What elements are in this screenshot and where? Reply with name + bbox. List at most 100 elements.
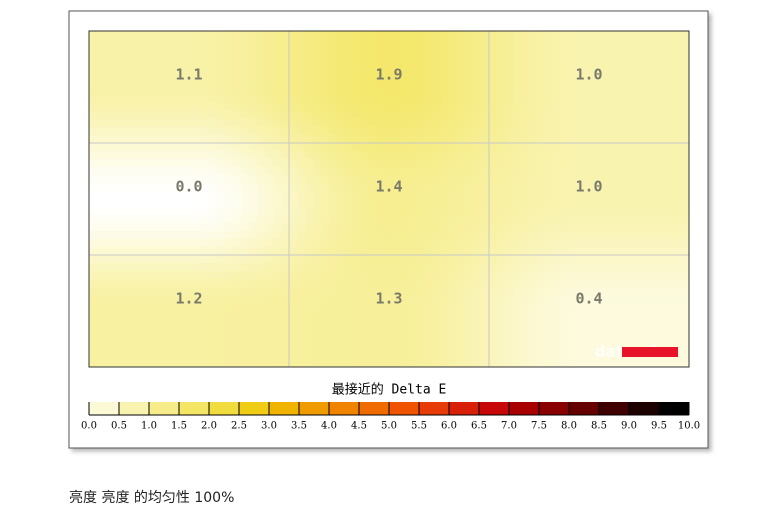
heat-pixel bbox=[393, 271, 402, 280]
heat-pixel bbox=[553, 119, 562, 128]
heat-pixel bbox=[153, 207, 162, 216]
heat-pixel bbox=[161, 79, 170, 88]
heat-pixel bbox=[417, 247, 426, 256]
heat-pixel bbox=[369, 223, 378, 232]
heat-pixel bbox=[449, 207, 458, 216]
heat-pixel bbox=[369, 175, 378, 184]
heat-pixel bbox=[649, 303, 658, 312]
heat-pixel bbox=[113, 319, 122, 328]
heat-pixel bbox=[449, 311, 458, 320]
heat-pixel bbox=[529, 71, 538, 80]
heat-pixel bbox=[561, 55, 570, 64]
heat-pixel bbox=[289, 71, 298, 80]
heat-pixel bbox=[529, 127, 538, 136]
heat-pixel bbox=[297, 31, 306, 40]
heat-pixel bbox=[369, 311, 378, 320]
heat-pixel bbox=[601, 71, 610, 80]
heat-pixel bbox=[665, 215, 674, 224]
heat-pixel bbox=[193, 95, 202, 104]
heat-pixel bbox=[161, 271, 170, 280]
heat-pixel bbox=[545, 327, 554, 336]
heat-pixel bbox=[641, 95, 650, 104]
heat-pixel bbox=[345, 239, 354, 248]
heat-pixel bbox=[641, 295, 650, 304]
heat-pixel bbox=[529, 47, 538, 56]
heat-pixel bbox=[657, 79, 666, 88]
heat-pixel bbox=[217, 183, 226, 192]
heat-pixel bbox=[337, 39, 346, 48]
heat-pixel bbox=[137, 175, 146, 184]
heat-pixel bbox=[145, 199, 154, 208]
heat-pixel bbox=[329, 343, 338, 352]
heat-pixel bbox=[625, 79, 634, 88]
heat-pixel bbox=[97, 239, 106, 248]
heat-pixel bbox=[89, 71, 98, 80]
heat-pixel bbox=[425, 207, 434, 216]
heat-pixel bbox=[569, 95, 578, 104]
heat-pixel bbox=[177, 39, 186, 48]
heat-pixel bbox=[489, 199, 498, 208]
heat-pixel bbox=[633, 199, 642, 208]
heat-pixel bbox=[553, 151, 562, 160]
heat-pixel bbox=[617, 143, 626, 152]
heat-pixel bbox=[193, 335, 202, 344]
heat-pixel bbox=[225, 343, 234, 352]
heat-pixel bbox=[177, 143, 186, 152]
heat-pixel bbox=[161, 47, 170, 56]
heat-pixel bbox=[169, 303, 178, 312]
heat-pixel bbox=[681, 87, 689, 96]
heat-pixel bbox=[505, 119, 514, 128]
heat-pixel bbox=[569, 287, 578, 296]
heat-pixel bbox=[113, 31, 122, 40]
heat-pixel bbox=[401, 247, 410, 256]
heat-pixel bbox=[209, 351, 218, 360]
heat-pixel bbox=[209, 359, 218, 367]
heat-pixel bbox=[521, 303, 530, 312]
heat-pixel bbox=[593, 311, 602, 320]
heat-pixel bbox=[521, 127, 530, 136]
heat-pixel bbox=[577, 319, 586, 328]
heat-pixel bbox=[273, 103, 282, 112]
heat-pixel bbox=[193, 311, 202, 320]
heat-pixel bbox=[257, 111, 266, 120]
heat-pixel bbox=[145, 335, 154, 344]
heat-pixel bbox=[153, 303, 162, 312]
heat-pixel bbox=[281, 271, 290, 280]
heat-pixel bbox=[321, 239, 330, 248]
heat-pixel bbox=[385, 335, 394, 344]
heat-pixel bbox=[305, 191, 314, 200]
heat-pixel bbox=[473, 271, 482, 280]
heat-pixel bbox=[545, 271, 554, 280]
heat-pixel bbox=[89, 111, 98, 120]
heat-pixel bbox=[425, 263, 434, 272]
colorbar-tick-label: 6.0 bbox=[441, 421, 457, 432]
heat-pixel bbox=[233, 119, 242, 128]
heat-pixel bbox=[553, 327, 562, 336]
heat-pixel bbox=[177, 159, 186, 168]
heat-pixel bbox=[113, 223, 122, 232]
heat-pixel bbox=[121, 71, 130, 80]
heat-pixel bbox=[289, 31, 298, 40]
heat-pixel bbox=[313, 143, 322, 152]
heat-pixel bbox=[489, 327, 498, 336]
heat-pixel bbox=[585, 95, 594, 104]
colorbar-tick-label: 6.5 bbox=[471, 421, 487, 432]
heat-pixel bbox=[681, 71, 689, 80]
heat-pixel bbox=[209, 263, 218, 272]
heat-pixel bbox=[209, 183, 218, 192]
heat-pixel bbox=[545, 55, 554, 64]
heat-pixel bbox=[433, 95, 442, 104]
heat-pixel bbox=[233, 55, 242, 64]
heat-pixel bbox=[457, 223, 466, 232]
heat-pixel bbox=[241, 223, 250, 232]
heat-pixel bbox=[617, 63, 626, 72]
heat-pixel bbox=[609, 119, 618, 128]
heat-pixel bbox=[633, 39, 642, 48]
heat-pixel bbox=[281, 31, 290, 40]
heat-pixel bbox=[113, 167, 122, 176]
heat-pixel bbox=[625, 39, 634, 48]
heat-pixel bbox=[113, 143, 122, 152]
heat-pixel bbox=[465, 327, 474, 336]
heat-pixel bbox=[137, 255, 146, 264]
heat-pixel bbox=[513, 71, 522, 80]
